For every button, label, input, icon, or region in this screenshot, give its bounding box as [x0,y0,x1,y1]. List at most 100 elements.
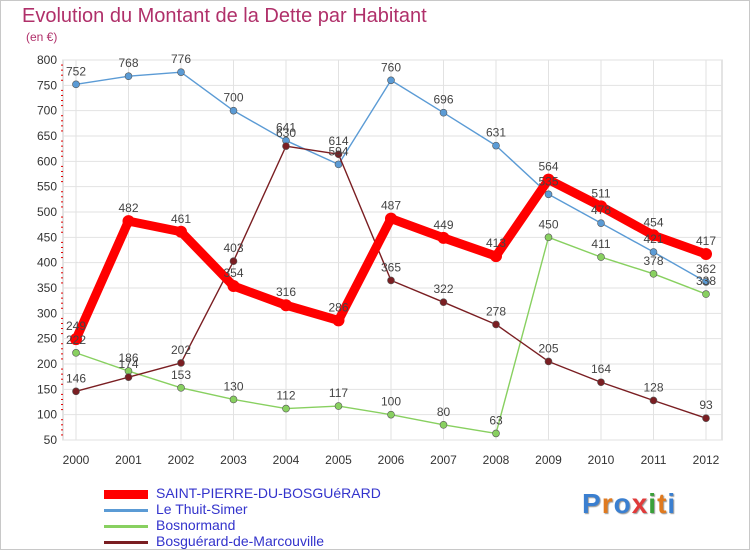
y-tick-label: 350 [37,281,57,295]
data-label: 411 [591,237,610,251]
data-label: 338 [696,274,716,288]
data-point [282,404,290,413]
data-point [492,429,500,438]
y-tick-label: 300 [37,306,57,320]
data-label: 487 [381,199,401,213]
data-label: 461 [171,212,191,226]
data-label: 630 [276,126,296,140]
data-label: 153 [171,368,191,382]
x-tick-label: 2012 [693,453,720,467]
x-tick-label: 2009 [535,453,562,467]
data-label: 362 [696,262,716,276]
data-label: 117 [329,386,348,400]
data-point [72,387,80,396]
legend-swatch [104,541,148,544]
x-tick-label: 2011 [641,453,667,467]
data-label: 511 [591,186,610,200]
data-label: 249 [66,319,86,333]
data-point [72,349,80,357]
legend-label: Bosnormand [156,517,236,533]
data-point [439,420,448,429]
data-point [124,373,133,381]
data-point [280,299,292,312]
data-point [70,333,82,346]
data-point [72,80,80,89]
data-point [700,248,712,261]
x-tick-label: 2004 [273,453,300,467]
x-tick-label: 2010 [588,453,615,467]
data-label: 700 [223,91,243,105]
data-point [649,396,658,405]
data-point [332,314,345,327]
y-tick-label: 750 [37,78,57,92]
data-point [597,219,605,227]
data-label: 63 [489,413,503,427]
line-chart: 50 100 150 200 250 300 350 400 450 500 550 600 650 70… [37,52,723,467]
y-tick-label: 250 [37,332,57,346]
x-tick-label: 2007 [430,453,457,467]
y-tick-label: 500 [37,205,57,219]
data-point [492,320,500,329]
data-label: 594 [328,144,348,158]
data-label: 535 [538,174,558,188]
legend-swatch [104,509,148,512]
data-point [597,253,605,261]
data-label: 316 [276,285,296,299]
y-tick-label: 800 [37,53,57,67]
data-label: 128 [643,380,663,394]
data-label: 454 [643,215,663,229]
data-label: 482 [118,201,138,215]
data-label: 776 [171,52,191,66]
data-label: 752 [66,64,86,78]
data-point [439,298,448,306]
data-point [229,257,238,265]
y-tick-label: 600 [37,154,57,168]
data-label: 450 [538,217,558,231]
data-label: 413 [486,236,506,250]
data-label: 205 [538,341,558,355]
data-point [122,215,135,228]
y-tick-label: 550 [37,180,57,194]
data-point [544,190,553,199]
data-point [229,395,238,404]
data-point [177,359,185,367]
y-tick-label: 200 [37,357,57,371]
data-label: 222 [66,333,86,347]
data-point [387,76,395,85]
data-point [124,72,133,81]
logo-letter: t [657,488,668,519]
x-tick-label: 2000 [63,453,90,467]
y-tick-label: 650 [37,129,57,143]
data-point [702,278,710,286]
data-label: 93 [699,398,713,412]
logo-letter: P [582,488,602,519]
data-point [387,410,395,419]
data-point [649,248,658,256]
data-point [175,225,187,238]
y-tick-label: 400 [37,256,57,270]
data-point [177,68,185,76]
data-label: 421 [643,232,663,246]
data-label: 378 [643,254,663,268]
data-label: 614 [328,134,348,148]
data-point [385,212,397,225]
data-label: 564 [538,160,558,174]
data-point [282,142,290,150]
data-label: 322 [433,282,453,296]
data-label: 478 [591,203,611,217]
data-label: 760 [381,60,401,74]
logo-letter: x [631,488,649,519]
legend-swatch [104,525,148,528]
data-label: 768 [118,56,138,70]
data-point [702,290,710,298]
data-label: 174 [118,357,138,371]
data-point [595,200,607,213]
data-point [227,279,240,292]
data-point [542,173,555,186]
data-point [229,106,238,115]
data-label: 112 [276,389,295,403]
y-tick-label: 50 [44,433,58,447]
data-label: 365 [381,260,401,274]
data-point [702,414,710,423]
y-tick-label: 150 [37,382,57,396]
